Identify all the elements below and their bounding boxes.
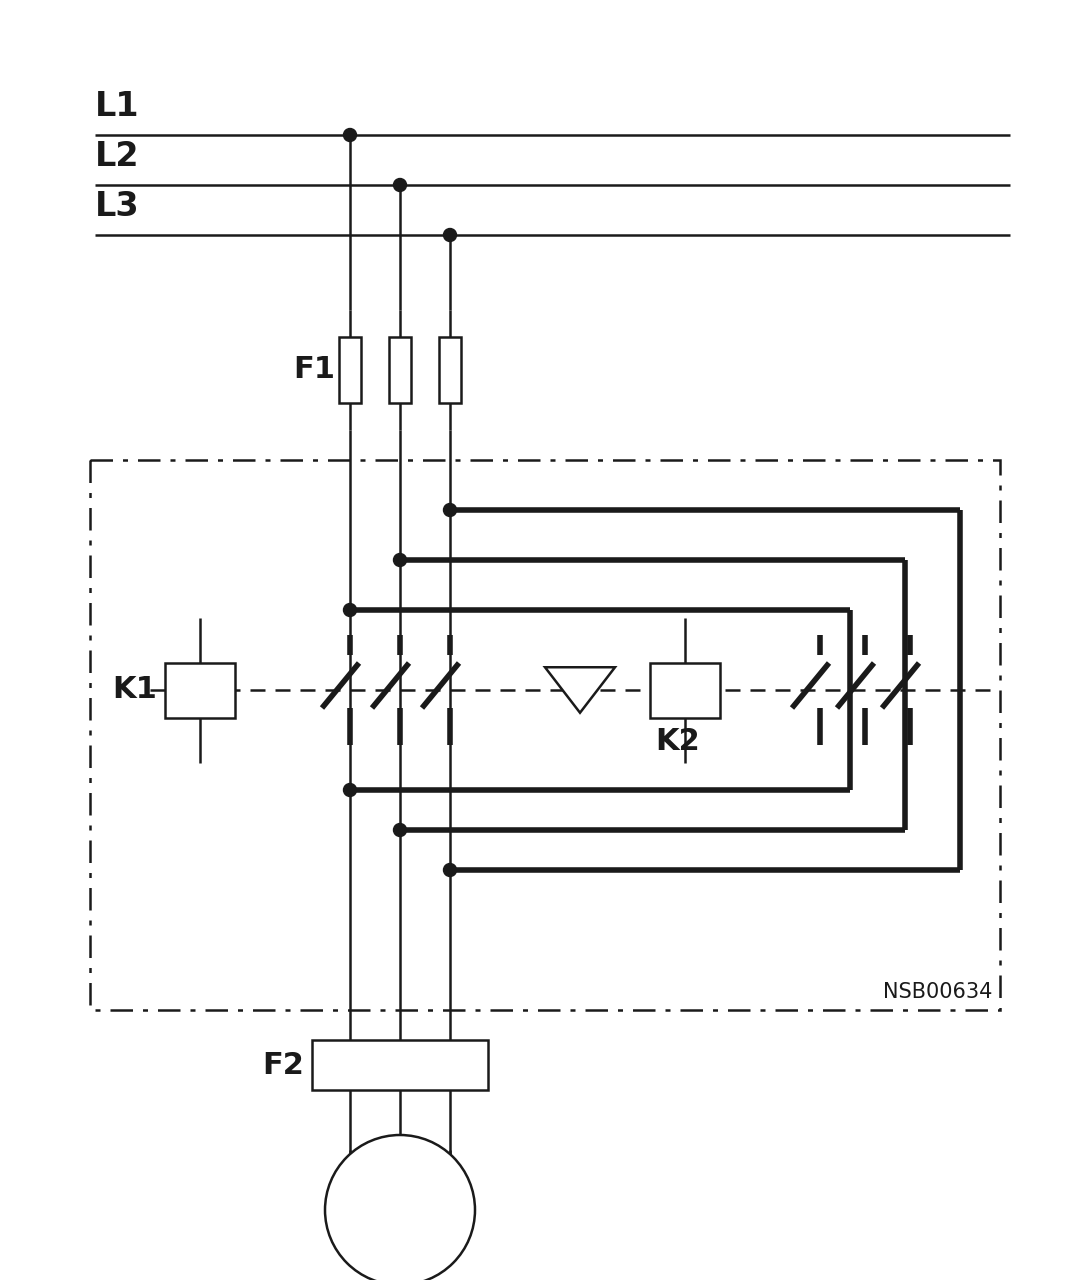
Text: W: W — [435, 1181, 465, 1208]
Circle shape — [325, 1135, 475, 1280]
Bar — [438, 337, 461, 403]
Text: L1: L1 — [95, 90, 139, 123]
Circle shape — [344, 783, 357, 796]
Bar — [390, 337, 411, 403]
Circle shape — [344, 128, 357, 142]
Text: 3~: 3~ — [380, 1219, 421, 1245]
Circle shape — [394, 823, 407, 837]
Text: K1: K1 — [112, 676, 157, 704]
Circle shape — [444, 503, 457, 517]
Circle shape — [394, 553, 407, 567]
Bar — [650, 663, 720, 718]
Text: L3: L3 — [95, 189, 139, 223]
Bar — [165, 663, 235, 718]
Polygon shape — [545, 667, 615, 713]
Text: V: V — [390, 1181, 410, 1208]
Bar — [312, 1039, 489, 1091]
Text: F1: F1 — [293, 356, 335, 384]
Text: M: M — [382, 1178, 418, 1212]
Circle shape — [444, 864, 457, 877]
Text: NSB00634: NSB00634 — [882, 982, 992, 1002]
Text: U: U — [339, 1181, 361, 1208]
Bar — [339, 337, 361, 403]
Text: F2: F2 — [262, 1051, 304, 1079]
Circle shape — [344, 603, 357, 617]
Circle shape — [394, 178, 407, 192]
Bar — [90, 460, 1000, 1010]
Text: L2: L2 — [95, 140, 139, 173]
Text: K2: K2 — [655, 727, 700, 756]
Circle shape — [444, 229, 457, 242]
